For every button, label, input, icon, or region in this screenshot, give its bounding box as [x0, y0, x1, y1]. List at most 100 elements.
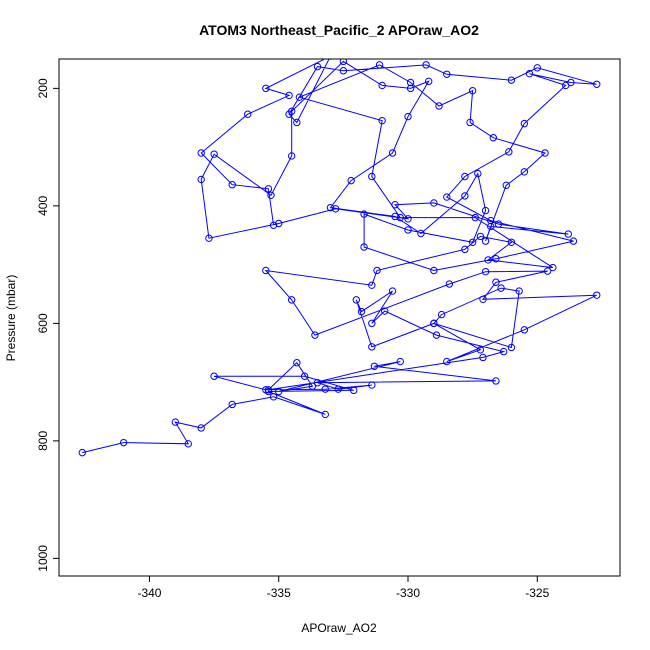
data-point: [422, 61, 430, 69]
data-point: [287, 296, 296, 304]
chart-title: ATOM3 Northeast_Pacific_2 APOraw_AO2: [199, 22, 479, 38]
series-group: [78, 59, 601, 457]
data-point: [285, 91, 293, 100]
data-point: [197, 149, 205, 157]
data-point: [479, 353, 487, 362]
data-point: [368, 381, 376, 389]
data-point: [375, 61, 384, 69]
x-tick-label: -335: [267, 586, 291, 600]
data-point: [334, 385, 342, 393]
data-point: [466, 118, 474, 127]
data-point: [432, 331, 441, 339]
data-point: [461, 172, 469, 181]
data-point: [430, 319, 438, 328]
data-point: [269, 393, 278, 401]
data-point: [549, 263, 557, 272]
data-point: [492, 377, 500, 385]
data-point: [391, 201, 399, 209]
data-point: [443, 357, 451, 366]
data-point: [295, 93, 304, 101]
data-point: [497, 284, 505, 292]
data-point: [487, 216, 495, 225]
data-point: [533, 64, 541, 72]
data-point: [525, 69, 534, 78]
data-point: [262, 84, 270, 93]
data-point: [287, 152, 296, 160]
x-tick-label: -325: [525, 586, 549, 600]
series-layer: [78, 59, 601, 457]
data-point: [171, 418, 180, 426]
data-point: [244, 110, 252, 118]
data-point: [388, 287, 397, 295]
x-axis-label: APOraw_AO2: [301, 621, 377, 635]
data-point: [339, 67, 348, 75]
data-point: [347, 176, 355, 185]
data-point: [210, 150, 218, 158]
data-point: [468, 87, 477, 95]
data-point: [593, 80, 601, 88]
data-point: [331, 205, 340, 213]
data-point: [373, 266, 381, 275]
data-point: [474, 169, 482, 178]
data-point: [569, 237, 578, 245]
data-point: [468, 238, 477, 247]
plot-frame: [58, 58, 621, 577]
data-point: [507, 76, 516, 84]
data-point: [381, 307, 389, 315]
data-point: [184, 440, 192, 448]
data-point: [424, 77, 433, 86]
series-line: [82, 59, 597, 454]
y-tick-label: 400: [36, 196, 50, 216]
data-point: [502, 181, 510, 190]
y-tick-label: 600: [36, 313, 50, 333]
x-axis: -340 -335 -330 -325: [137, 576, 550, 600]
data-point: [404, 226, 412, 234]
data-point: [388, 149, 397, 157]
data-point: [520, 326, 529, 334]
data-point: [267, 191, 275, 200]
data-point: [406, 84, 415, 93]
data-point: [461, 245, 469, 254]
data-point: [492, 278, 500, 286]
data-point: [326, 203, 335, 212]
data-point: [541, 149, 549, 157]
data-point: [507, 343, 516, 352]
data-point: [339, 59, 348, 66]
data-point: [391, 212, 399, 221]
data-point: [300, 372, 309, 380]
data-point: [481, 267, 490, 276]
data-point: [360, 210, 368, 218]
y-axis-label: Pressure (mbar): [4, 275, 18, 362]
data-point: [313, 379, 322, 387]
y-axis: 200 400 600 800 1000: [36, 78, 59, 572]
data-point: [228, 181, 236, 189]
data-point: [262, 386, 270, 394]
data-point: [515, 287, 523, 295]
data-point: [378, 81, 386, 90]
data-point: [479, 295, 487, 303]
data-point: [311, 331, 319, 339]
data-point: [406, 78, 415, 87]
data-point: [443, 193, 451, 201]
data-point: [435, 102, 443, 110]
x-tick-label: -340: [137, 586, 161, 600]
data-point: [368, 172, 376, 181]
data-point: [492, 255, 500, 263]
data-point: [308, 382, 317, 390]
data-point: [357, 307, 366, 316]
data-point: [78, 448, 86, 457]
y-tick-label: 800: [36, 431, 50, 451]
data-point: [378, 116, 386, 125]
data-point: [437, 310, 446, 319]
data-point: [275, 387, 283, 396]
data-point: [461, 192, 469, 200]
data-point: [481, 237, 490, 245]
data-point: [285, 110, 293, 118]
data-point: [404, 112, 412, 121]
data-point: [430, 266, 438, 275]
data-point: [197, 175, 205, 184]
data-point: [487, 222, 495, 231]
data-point: [328, 59, 333, 60]
data-point: [269, 221, 278, 229]
